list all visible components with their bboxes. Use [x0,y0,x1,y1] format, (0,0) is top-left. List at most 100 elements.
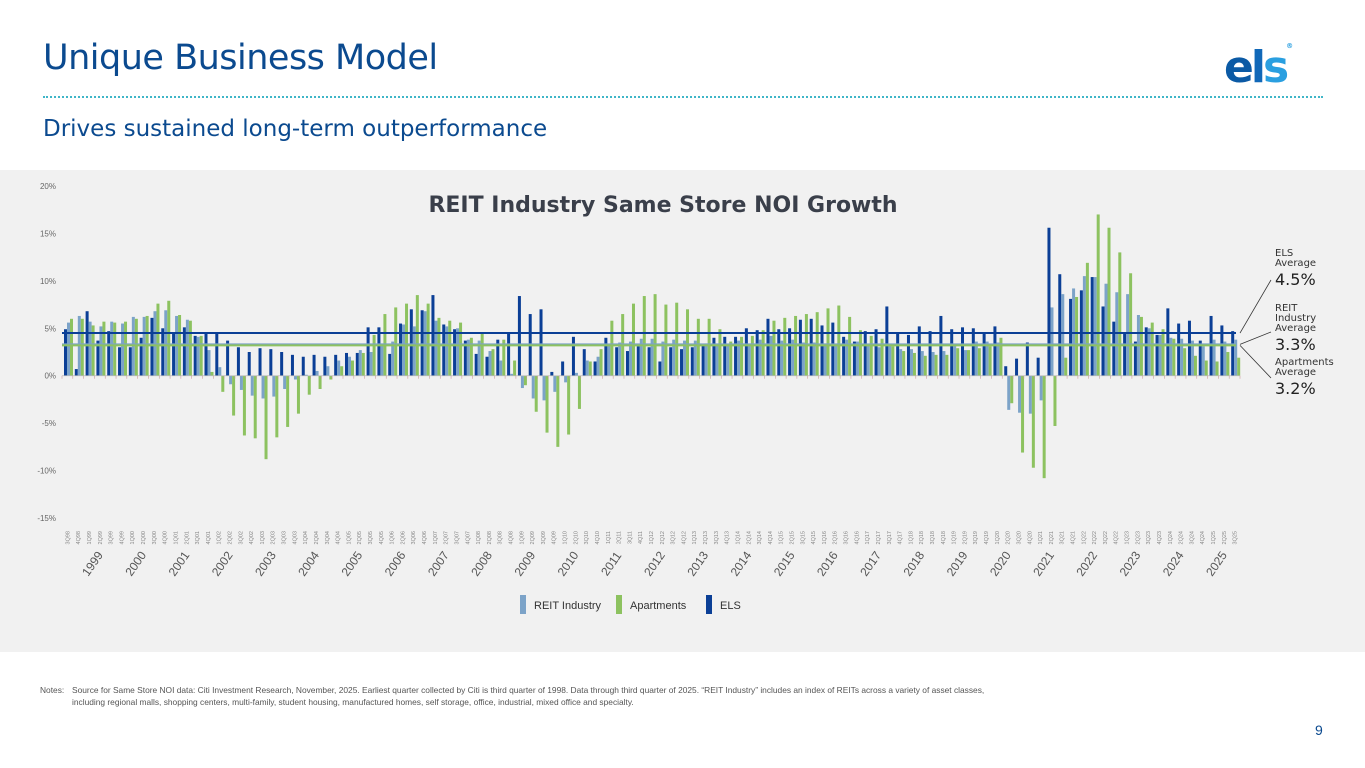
bar-els [1177,323,1181,376]
bar-els [820,325,824,376]
x-quarter-label: 4Q18 [941,531,947,544]
x-year-label: 2015 [771,548,798,578]
x-quarter-label: 2Q01 [184,531,190,544]
bar-els [301,356,305,376]
bar-reit-industry [542,375,546,401]
bar-apartments [891,346,895,376]
bar-reit-industry [261,375,265,399]
bar-apartments [134,318,138,376]
x-quarter-label: 4Q08 [509,531,515,544]
x-quarter-label: 4Q02 [249,531,255,544]
bar-apartments [1118,252,1122,376]
bar-els [334,354,338,376]
x-quarter-label: 4Q10 [595,531,601,544]
annotation-label: Industry [1275,313,1316,324]
annotation-label: Average [1275,367,1316,378]
bar-els [669,347,673,376]
bar-reit-industry [1201,346,1205,376]
bar-els [247,352,251,376]
x-quarter-label: 2Q11 [617,531,623,544]
bar-reit-industry [121,323,125,376]
bar-apartments [642,296,646,376]
bar-els [539,309,543,376]
bar-apartments [329,375,333,380]
bar-apartments [1150,322,1154,376]
annotation-value: 3.2% [1275,379,1316,398]
bar-apartments [459,322,463,376]
bar-reit-industry [834,345,838,376]
x-quarter-label: 3Q99 [109,531,115,544]
footnotes: Notes: Source for Same Store NOI data: C… [40,684,1320,708]
x-quarter-label: 4Q23 [1157,531,1163,544]
x-quarter-label: 1Q20 [995,531,1001,544]
bar-reit-industry [596,356,600,376]
bar-apartments [1085,262,1089,376]
bar-els [204,333,208,376]
bar-reit-industry [801,342,805,376]
legend-swatch [616,595,622,614]
page-subtitle: Drives sustained long-term outperformanc… [43,116,548,142]
bar-reit-industry [812,342,816,376]
x-quarter-label: 2Q10 [573,531,579,544]
bar-els [625,351,629,376]
bar-apartments [480,332,484,376]
bar-apartments [934,354,938,376]
bar-apartments [858,330,862,376]
bar-reit-industry [445,326,449,376]
bar-els [290,354,294,376]
y-tick-label: -5% [42,419,56,428]
x-quarter-label: 1Q25 [1211,531,1217,544]
bar-apartments [1010,375,1014,404]
bar-els [680,349,684,376]
bar-apartments [653,294,657,376]
bar-els [399,323,403,376]
x-quarter-label: 1Q18 [908,531,914,544]
chart-panel: REIT Industry Same Store NOI Growth 20% 1… [0,170,1365,652]
x-year-label: 2006 [382,548,409,578]
x-quarter-label: 3Q24 [1189,531,1195,544]
bar-reit-industry [715,343,719,376]
x-quarter-label: 3Q25 [1233,531,1239,544]
x-year-label: 2003 [252,548,279,578]
bar-apartments [664,304,668,376]
y-axis: 20% 15% 10% 5% 0% -5% -10% -15% [37,182,56,523]
bar-els [1144,327,1148,376]
bar-els [550,371,554,376]
x-year-label: 2005 [339,548,366,578]
bar-reit-industry [1018,375,1022,413]
bar-els [344,352,348,376]
x-quarter-label: 1Q15 [779,531,785,544]
x-quarter-label: 1Q04 [303,531,309,544]
x-quarter-label: 2Q13 [703,531,709,544]
bar-reit-industry [737,340,741,376]
bar-apartments [113,322,117,376]
bar-reit-industry [456,328,460,376]
bar-els [496,339,500,376]
registered-mark: ® [1286,42,1294,51]
els-logo: els® [1224,42,1294,93]
bar-els [831,322,835,376]
bar-apartments [1172,338,1176,376]
x-quarter-label: 3Q14 [757,531,763,544]
bar-els [885,306,889,376]
annotation-leader-line [1239,279,1272,334]
x-quarter-label: 3Q02 [238,531,244,544]
bar-els [950,329,954,376]
bar-els [1112,321,1116,376]
legend-swatch [706,595,712,614]
bar-reit-industry [88,321,92,376]
bar-apartments [286,375,290,427]
bar-apartments [588,361,592,376]
bar-reit-industry [823,343,827,376]
bar-apartments [437,317,441,376]
bar-els [636,346,640,376]
bar-apartments [1096,214,1100,376]
bar-els [1025,342,1029,376]
x-quarter-label: 3Q06 [411,531,417,544]
x-quarter-label: 3Q05 [368,531,374,544]
bar-apartments [232,375,236,416]
y-tick-label: -10% [37,467,56,476]
x-quarter-label: 3Q08 [498,531,504,544]
bar-reit-industry [110,321,114,376]
bar-els [744,328,748,376]
